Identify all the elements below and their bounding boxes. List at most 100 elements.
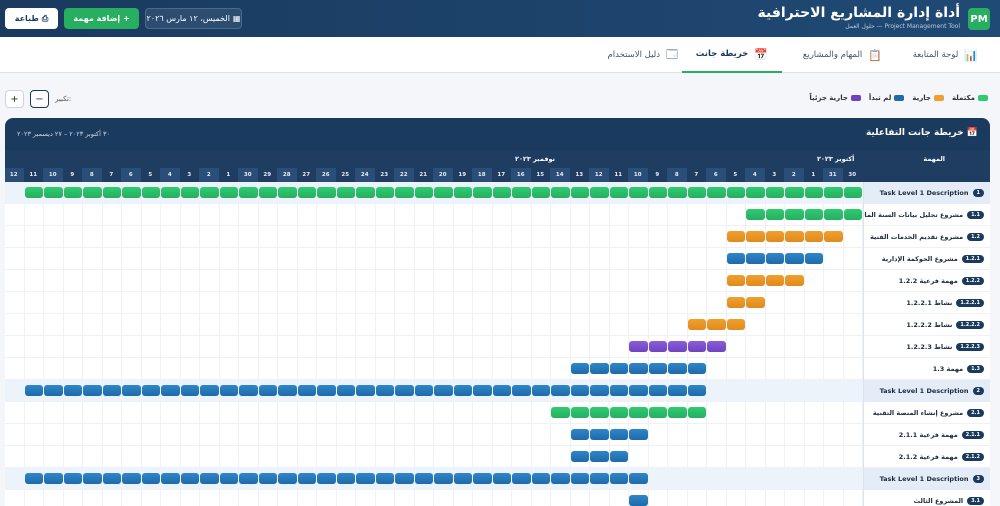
gantt-bar-segment[interactable] — [590, 385, 609, 396]
gantt-bar-segment[interactable] — [804, 231, 823, 242]
gantt-bar-segment[interactable] — [356, 473, 375, 484]
gantt-bar-segment[interactable] — [297, 187, 316, 198]
gantt-bar-segment[interactable] — [239, 187, 258, 198]
gantt-row[interactable]: 1.2.2.3 نشاط 1.2.2.3 — [5, 336, 990, 358]
gantt-row[interactable]: 1.2.2.1 نشاط 1.2.2.1 — [5, 292, 990, 314]
gantt-row[interactable]: 1.2.2.2 نشاط 1.2.2.2 — [5, 314, 990, 336]
gantt-bar-segment[interactable] — [570, 473, 589, 484]
gantt-bar-segment[interactable] — [609, 385, 628, 396]
gantt-row[interactable]: 1.2 مشروع تقديم الخدمات الفنية — [5, 226, 990, 248]
gantt-bar-segment[interactable] — [570, 187, 589, 198]
gantt-bar-segment[interactable] — [395, 187, 414, 198]
gantt-bar-segment[interactable] — [63, 473, 82, 484]
gantt-bar-segment[interactable] — [161, 187, 180, 198]
tab-guide[interactable]: 🗔 دليل الاستخدام — [608, 37, 679, 73]
gantt-bar-segment[interactable] — [297, 385, 316, 396]
gantt-bar-segment[interactable] — [122, 385, 141, 396]
gantt-bar-segment[interactable] — [473, 473, 492, 484]
gantt-bar-segment[interactable] — [629, 429, 648, 440]
gantt-bar-segment[interactable] — [570, 429, 589, 440]
gantt-bar-segment[interactable] — [570, 363, 589, 374]
gantt-bar-segment[interactable] — [785, 209, 804, 220]
gantt-bar-segment[interactable] — [356, 385, 375, 396]
gantt-bar-segment[interactable] — [668, 341, 687, 352]
gantt-bar-segment[interactable] — [434, 385, 453, 396]
gantt-bar-segment[interactable] — [24, 187, 43, 198]
gantt-bar-segment[interactable] — [570, 407, 589, 418]
zoom-out-button[interactable]: − — [30, 90, 49, 108]
gantt-bar-segment[interactable] — [356, 187, 375, 198]
gantt-bar-segment[interactable] — [629, 363, 648, 374]
gantt-bar-segment[interactable] — [219, 473, 238, 484]
gantt-bar-segment[interactable] — [707, 341, 726, 352]
gantt-bar-segment[interactable] — [83, 187, 102, 198]
gantt-bar-segment[interactable] — [317, 385, 336, 396]
gantt-row[interactable]: 1.1 مشروع تحليل بيانات السنة المالية — [5, 204, 990, 226]
gantt-bar-segment[interactable] — [629, 495, 648, 506]
gantt-bar-segment[interactable] — [531, 473, 550, 484]
gantt-bar-segment[interactable] — [570, 451, 589, 462]
gantt-bar-segment[interactable] — [707, 187, 726, 198]
gantt-bar-segment[interactable] — [492, 187, 511, 198]
add-task-button[interactable]: + إضافة مهمة — [64, 8, 139, 29]
gantt-bar-segment[interactable] — [785, 275, 804, 286]
gantt-bar-segment[interactable] — [785, 231, 804, 242]
gantt-bar-segment[interactable] — [726, 297, 745, 308]
gantt-bar-segment[interactable] — [843, 187, 862, 198]
gantt-bar-segment[interactable] — [804, 253, 823, 264]
gantt-bar-segment[interactable] — [570, 385, 589, 396]
gantt-bar-segment[interactable] — [726, 253, 745, 264]
gantt-bar-segment[interactable] — [414, 187, 433, 198]
gantt-bar-segment[interactable] — [375, 187, 394, 198]
gantt-bar-segment[interactable] — [239, 385, 258, 396]
gantt-bar-segment[interactable] — [785, 253, 804, 264]
gantt-bar-segment[interactable] — [726, 187, 745, 198]
gantt-bar-segment[interactable] — [551, 187, 570, 198]
gantt-bar-segment[interactable] — [102, 385, 121, 396]
gantt-row[interactable]: 2.1.1 مهمة فرعية 2.1.1 — [5, 424, 990, 446]
gantt-bar-segment[interactable] — [258, 187, 277, 198]
gantt-bar-segment[interactable] — [765, 187, 784, 198]
gantt-bar-segment[interactable] — [83, 385, 102, 396]
gantt-bar-segment[interactable] — [687, 319, 706, 330]
gantt-row[interactable]: 1.3 مهمة 1.3 — [5, 358, 990, 380]
gantt-bar-segment[interactable] — [551, 407, 570, 418]
gantt-bar-segment[interactable] — [473, 385, 492, 396]
date-button[interactable]: ▦ الخميس، ١٢ مارس ٢٠٢٦ — [145, 8, 242, 29]
gantt-bar-segment[interactable] — [590, 407, 609, 418]
gantt-bar-segment[interactable] — [629, 385, 648, 396]
gantt-bar-segment[interactable] — [590, 429, 609, 440]
gantt-bar-segment[interactable] — [746, 209, 765, 220]
gantt-bar-segment[interactable] — [200, 385, 219, 396]
gantt-row[interactable]: 2.1 مشروع إنشاء المنصة التقنية — [5, 402, 990, 424]
gantt-bar-segment[interactable] — [102, 187, 121, 198]
gantt-bar-segment[interactable] — [668, 385, 687, 396]
tab-tasks[interactable]: 📋 المهام والمشاريع — [803, 37, 882, 73]
gantt-bar-segment[interactable] — [141, 385, 160, 396]
gantt-bar-segment[interactable] — [590, 451, 609, 462]
gantt-bar-segment[interactable] — [746, 275, 765, 286]
gantt-bar-segment[interactable] — [687, 187, 706, 198]
gantt-bar-segment[interactable] — [785, 187, 804, 198]
gantt-bar-segment[interactable] — [414, 473, 433, 484]
gantt-bar-segment[interactable] — [161, 473, 180, 484]
gantt-bar-segment[interactable] — [765, 253, 784, 264]
gantt-bar-segment[interactable] — [278, 473, 297, 484]
gantt-row[interactable]: 2.1.2 مهمة فرعية 2.1.2 — [5, 446, 990, 468]
gantt-bar-segment[interactable] — [765, 209, 784, 220]
gantt-bar-segment[interactable] — [395, 473, 414, 484]
gantt-bar-segment[interactable] — [609, 451, 628, 462]
gantt-row[interactable]: 1 Task Level 1 Description — [5, 182, 990, 204]
gantt-bar-segment[interactable] — [219, 187, 238, 198]
gantt-bar-segment[interactable] — [629, 407, 648, 418]
gantt-bar-segment[interactable] — [453, 187, 472, 198]
gantt-bar-segment[interactable] — [687, 407, 706, 418]
gantt-bar-segment[interactable] — [609, 363, 628, 374]
gantt-bar-segment[interactable] — [512, 187, 531, 198]
gantt-bar-segment[interactable] — [648, 187, 667, 198]
gantt-bar-segment[interactable] — [824, 231, 843, 242]
gantt-bar-segment[interactable] — [609, 407, 628, 418]
gantt-bar-segment[interactable] — [258, 473, 277, 484]
gantt-bar-segment[interactable] — [336, 187, 355, 198]
gantt-bar-segment[interactable] — [44, 187, 63, 198]
